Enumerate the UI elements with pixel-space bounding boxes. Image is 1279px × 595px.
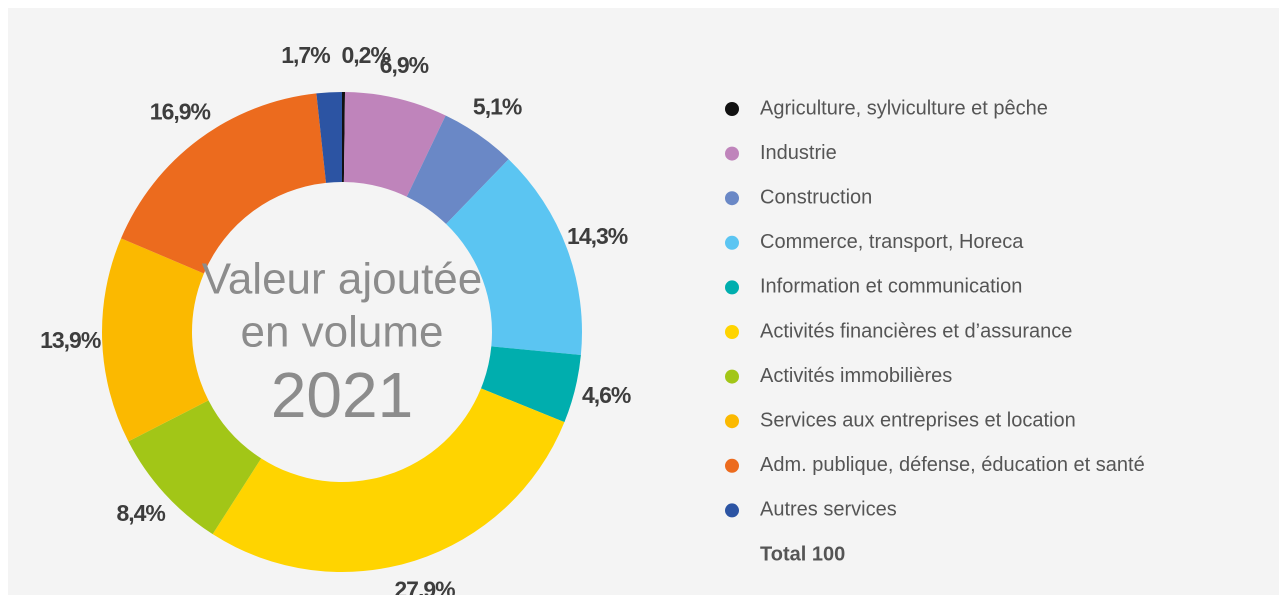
value-label: 27,9% <box>394 576 455 595</box>
legend-label: Agriculture, sylviculture et pêche <box>760 97 1048 119</box>
legend-label: Information et communication <box>760 276 1022 298</box>
legend-label: Autres services <box>760 499 897 521</box>
slice <box>481 346 581 423</box>
slice <box>343 92 446 197</box>
value-label: 6,9% <box>380 52 429 78</box>
value-label: 5,1% <box>473 94 522 120</box>
legend-marker <box>725 503 739 518</box>
slice <box>406 115 509 225</box>
slice <box>128 400 262 535</box>
legend-marker <box>725 235 739 250</box>
legend-marker <box>725 369 739 384</box>
center-title-line: en volume <box>240 308 443 357</box>
slice <box>101 238 209 442</box>
value-label: 13,9% <box>40 327 101 353</box>
legend-label: Construction <box>760 186 872 208</box>
slice <box>316 92 342 183</box>
slice <box>446 159 582 355</box>
slice <box>121 93 326 274</box>
legend-marker <box>725 280 739 295</box>
value-label: 1,7% <box>281 42 330 68</box>
legend-marker <box>725 414 739 429</box>
legend-label: Activités financières et d’assurance <box>760 320 1072 342</box>
legend-marker <box>725 191 739 206</box>
value-label: 16,9% <box>150 99 211 125</box>
legend-label: Services aux entreprises et location <box>760 409 1076 431</box>
slice <box>212 388 565 572</box>
legend-marker <box>725 146 739 161</box>
center-title-line: Valeur ajoutée <box>202 255 483 304</box>
value-label: 4,6% <box>582 382 631 408</box>
slice <box>342 92 346 183</box>
legend-label: Industrie <box>760 142 837 164</box>
legend-label: Adm. publique, défense, éducation et san… <box>760 454 1145 476</box>
legend-label: Commerce, transport, Horeca <box>760 231 1024 253</box>
legend-marker <box>725 458 739 473</box>
value-label: 14,3% <box>567 223 628 249</box>
legend-marker <box>725 325 739 339</box>
center-subtitle: 2021 <box>271 359 413 431</box>
legend-label: Activités immobilières <box>760 365 952 387</box>
value-label: 8,4% <box>116 500 165 526</box>
legend-marker <box>725 102 739 116</box>
legend-footer: Total 100 <box>760 543 845 565</box>
value-label: 0,2% <box>341 42 390 68</box>
